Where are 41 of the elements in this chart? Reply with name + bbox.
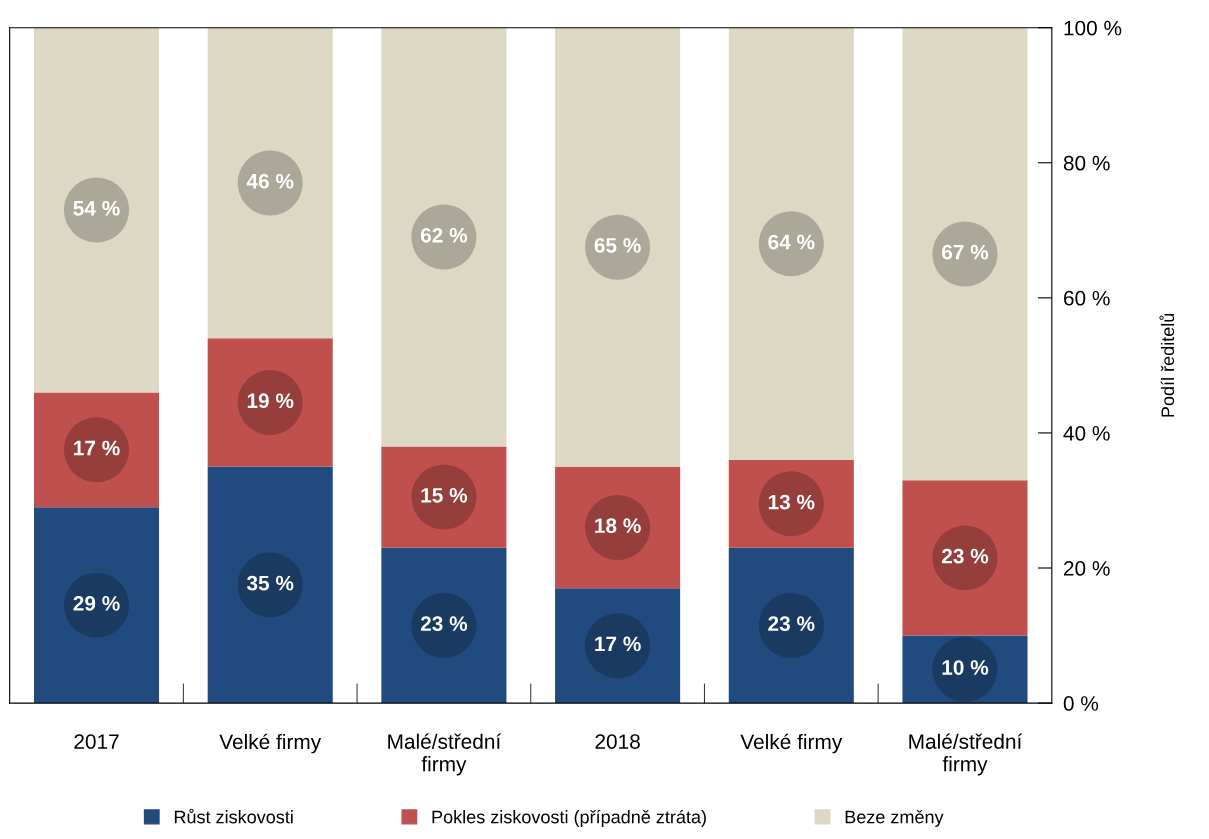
bar bbox=[902, 27, 1028, 481]
x-tick-label: 2017 bbox=[74, 734, 119, 749]
data-label: 67 % bbox=[942, 244, 989, 260]
data-label: 10 % bbox=[942, 660, 989, 675]
bar bbox=[33, 27, 160, 393]
bar bbox=[555, 27, 681, 467]
y-tick-label: 100 % bbox=[1064, 20, 1122, 36]
data-label: 13 % bbox=[768, 494, 815, 510]
data-label: 23 % bbox=[768, 616, 815, 632]
y-tick-label: 40 % bbox=[1063, 425, 1110, 441]
bar bbox=[207, 466, 333, 704]
x-tick-label: Malé/střední firmy bbox=[909, 733, 1023, 776]
legend-label: Pokles ziskovosti (případně ztráta) bbox=[432, 809, 706, 827]
y-axis-title: Podíl ředitelů bbox=[1159, 313, 1175, 417]
bar bbox=[381, 27, 507, 447]
bar bbox=[728, 27, 854, 460]
data-label: 29 % bbox=[73, 595, 120, 611]
x-tick-label: Velké firmy bbox=[740, 733, 843, 754]
data-label: 23 % bbox=[420, 616, 468, 632]
legend-label: Růst ziskovosti bbox=[174, 808, 293, 824]
x-tick-label: Velké firmy bbox=[219, 733, 322, 754]
y-tick-label: 0 % bbox=[1063, 696, 1099, 711]
data-label: 54 % bbox=[73, 200, 120, 216]
data-label: 35 % bbox=[246, 575, 294, 591]
data-label: 62 % bbox=[420, 227, 468, 243]
x-tick-label: Malé/střední firmy bbox=[388, 733, 502, 776]
data-label: 65 % bbox=[594, 238, 641, 253]
y-tick-label: 80 % bbox=[1063, 155, 1110, 171]
data-label: 17 % bbox=[74, 440, 120, 456]
data-label: 17 % bbox=[595, 636, 641, 652]
y-tick-label: 20 % bbox=[1063, 561, 1110, 576]
data-label: 23 % bbox=[941, 548, 989, 564]
data-label: 18 % bbox=[595, 518, 641, 534]
bar bbox=[207, 27, 333, 339]
data-label: 15 % bbox=[421, 487, 468, 503]
legend-label: Beze změny bbox=[845, 810, 944, 827]
y-tick-label: 60 % bbox=[1064, 290, 1110, 306]
data-label: 64 % bbox=[768, 234, 815, 250]
data-label: 19 % bbox=[247, 393, 294, 409]
x-tick-label: 2018 bbox=[595, 734, 640, 749]
data-label: 46 % bbox=[246, 173, 294, 189]
